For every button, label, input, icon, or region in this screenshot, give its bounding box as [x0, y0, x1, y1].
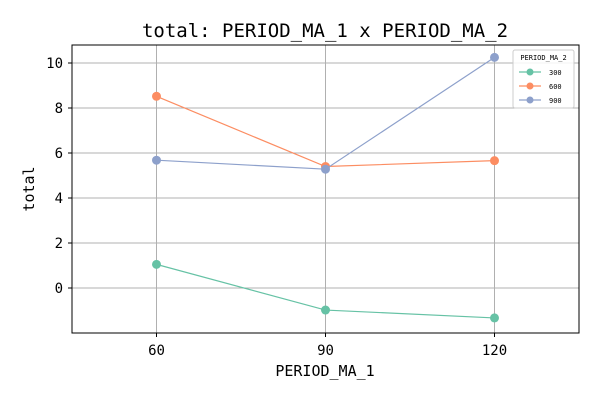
legend-label: 600 — [549, 83, 562, 91]
y-tick-label: 2 — [55, 236, 63, 252]
legend: PERIOD_MA_2 300 600 900 — [512, 49, 575, 109]
legend-marker — [526, 68, 534, 76]
y-tick-label: 8 — [55, 101, 63, 117]
legend-label: 900 — [549, 97, 562, 105]
chart-title: total: PERIOD_MA_1 x PERIOD_MA_2 — [142, 20, 508, 42]
legend-item: 300 — [519, 68, 562, 77]
data-point — [490, 313, 499, 323]
legend-item: 900 — [519, 96, 562, 105]
x-tick-label: 90 — [317, 343, 334, 359]
tick-layer: 60 90 120 0 2 4 6 8 10 — [46, 56, 507, 359]
data-point — [152, 155, 161, 165]
legend-box — [512, 49, 575, 109]
data-point — [152, 259, 161, 269]
x-tick-label: 60 — [148, 343, 165, 359]
data-point — [490, 156, 499, 166]
legend-marker — [526, 82, 534, 90]
series-900 — [152, 52, 499, 174]
legend-item: 600 — [519, 82, 562, 91]
data-point — [321, 164, 330, 174]
y-tick-label: 0 — [55, 281, 63, 297]
x-tick-label: 120 — [482, 343, 507, 359]
y-tick-label: 10 — [46, 56, 63, 72]
series-layer — [152, 52, 499, 323]
y-tick-label: 6 — [55, 146, 63, 162]
data-point — [490, 52, 499, 62]
y-axis-label: total — [20, 166, 38, 211]
series-300 — [152, 259, 499, 323]
data-point — [152, 91, 161, 101]
y-tick-label: 4 — [55, 191, 63, 207]
legend-label: 300 — [549, 69, 562, 77]
legend-title: PERIOD_MA_2 — [520, 54, 566, 62]
data-point — [321, 305, 330, 315]
x-axis-label: PERIOD_MA_1 — [275, 362, 374, 380]
grid-lines — [72, 45, 579, 333]
legend-marker — [526, 96, 534, 104]
